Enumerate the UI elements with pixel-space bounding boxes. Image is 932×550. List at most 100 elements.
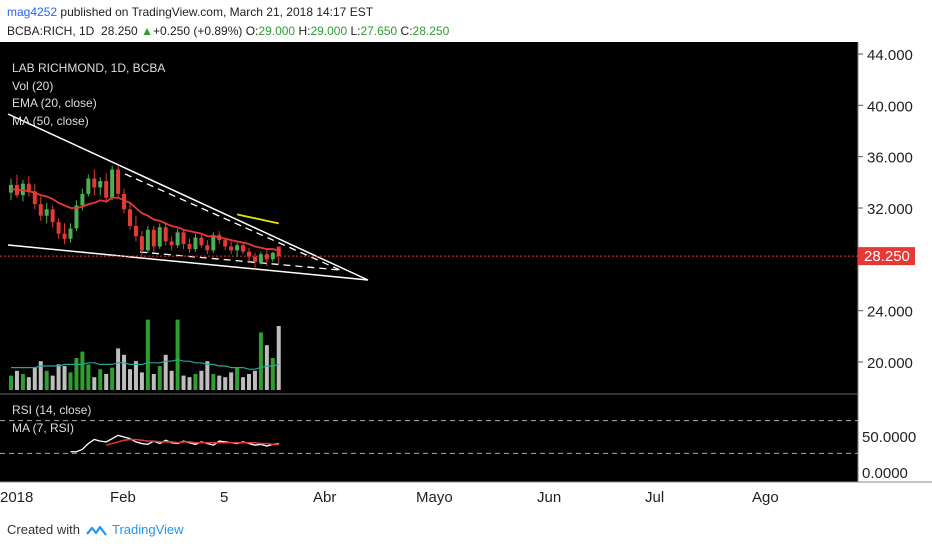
legend-vol: Vol (20)	[12, 79, 53, 93]
candle-body	[163, 227, 168, 242]
candle-body	[122, 193, 127, 210]
chart-pane	[0, 42, 858, 482]
volume-bar	[56, 364, 61, 390]
price-chart[interactable]: 20.000 24.000 32.000 36.000 40.000 44.000 28.…	[0, 42, 932, 512]
volume-bar	[187, 377, 192, 390]
candle-body	[187, 243, 192, 250]
candle-body	[252, 256, 257, 262]
ma50-line	[236, 213, 279, 225]
time-tick-label: Jul	[645, 489, 664, 506]
candle-body	[235, 245, 240, 251]
volume-bar	[128, 369, 132, 390]
footer: Created with TradingView	[7, 522, 184, 538]
candle-body	[128, 209, 132, 226]
candle-body	[86, 178, 91, 194]
candle-body	[74, 205, 79, 229]
volume-bar	[264, 345, 269, 390]
high-value: 29.000	[310, 24, 348, 38]
ema-line	[10, 187, 279, 252]
low-label: L:	[350, 24, 361, 38]
candle-body	[44, 209, 49, 216]
volume-bar	[86, 364, 91, 390]
open-value: 29.000	[258, 24, 296, 38]
volume-bar	[258, 332, 263, 390]
volume-bar	[193, 374, 198, 390]
time-tick-label: Abr	[313, 489, 336, 506]
candle-body	[193, 237, 198, 250]
volume-bar	[247, 374, 251, 390]
time-tick-label: Feb	[110, 489, 136, 506]
last-price-marker	[858, 247, 915, 266]
price-axis-labels: 20.000 24.000 32.000 36.000 40.000 44.000	[858, 47, 913, 372]
volume-bar	[181, 375, 186, 390]
candle-body	[258, 254, 263, 262]
volume-bar	[211, 374, 216, 390]
volume-bar	[20, 374, 25, 390]
price-tick-label: 44.000	[867, 47, 913, 64]
price-tick-label: 36.000	[867, 150, 913, 167]
time-tick-label: 2018	[0, 489, 33, 506]
volume-bar	[241, 377, 246, 390]
candle-body	[80, 193, 85, 206]
candle-body	[169, 241, 174, 246]
volume-bar	[151, 374, 156, 390]
author-link[interactable]: mag4252	[7, 5, 58, 19]
price-tick-label: 32.000	[867, 201, 913, 218]
last-price-axis-label: 28.250	[864, 248, 910, 265]
volume-bar	[14, 370, 19, 390]
volume-bar	[92, 377, 97, 390]
rsi-pane: 50.0000 0.0000	[0, 420, 916, 482]
volume-bar	[163, 354, 168, 390]
candle-body	[98, 181, 103, 188]
lower-dashed-channel	[139, 251, 341, 271]
candle-body	[116, 169, 121, 194]
candle-body	[229, 246, 234, 251]
publish-info: mag4252 published on TradingView.com, Ma…	[7, 5, 373, 19]
volume-bar	[229, 372, 234, 390]
volume-bar	[145, 319, 150, 390]
candle-body	[199, 237, 204, 246]
time-tick-label: Jun	[537, 489, 561, 506]
time-tick-label: Mayo	[416, 489, 453, 506]
legend-rsi-ma: MA (7, RSI)	[12, 421, 74, 435]
rsi-tick-label: 50.0000	[862, 429, 916, 446]
candle-body	[175, 232, 180, 246]
tradingview-brand-link[interactable]: TradingView	[111, 522, 184, 537]
open-label: O:	[245, 24, 259, 38]
candle-body	[205, 245, 210, 251]
volume-ma-line	[11, 358, 279, 370]
time-axis	[0, 483, 932, 512]
volume-bar	[270, 358, 275, 390]
upper-dashed-channel	[124, 173, 341, 271]
candle-body	[264, 254, 269, 260]
volume-bar	[32, 367, 37, 390]
indicator-legend: LAB RICHMOND, 1D, BCBA Vol (20) EMA (20,…	[12, 61, 165, 435]
candle-body	[247, 251, 251, 257]
volume-bar	[157, 366, 162, 390]
volume-bar	[50, 375, 55, 390]
candle-body	[157, 227, 162, 247]
symbol-label: BCBA:RICH, 1D	[7, 24, 95, 38]
time-tick-label: 5	[220, 489, 228, 506]
candle-body	[110, 169, 115, 198]
price-tick-label: 40.000	[867, 98, 913, 115]
volume-bar	[199, 370, 204, 390]
candle-body	[145, 229, 150, 251]
candle-body	[50, 209, 55, 223]
volume-bar	[175, 319, 180, 390]
volume-bar	[110, 367, 115, 390]
publish-text: published on TradingView.com, March 21, …	[60, 5, 374, 19]
volume-bar	[38, 361, 43, 390]
volume-bar	[74, 358, 79, 390]
volume-bar	[116, 348, 121, 390]
volume-bar	[44, 370, 49, 390]
upper-trendline	[7, 113, 369, 281]
legend-ema: EMA (20, close)	[12, 96, 97, 110]
volume-bar	[68, 372, 73, 390]
volume-bar	[276, 326, 281, 390]
candle-body	[32, 191, 37, 205]
volume-bar	[205, 361, 210, 390]
volume-bar	[98, 369, 103, 390]
candle-body	[139, 236, 144, 251]
volume-bar	[9, 375, 13, 390]
